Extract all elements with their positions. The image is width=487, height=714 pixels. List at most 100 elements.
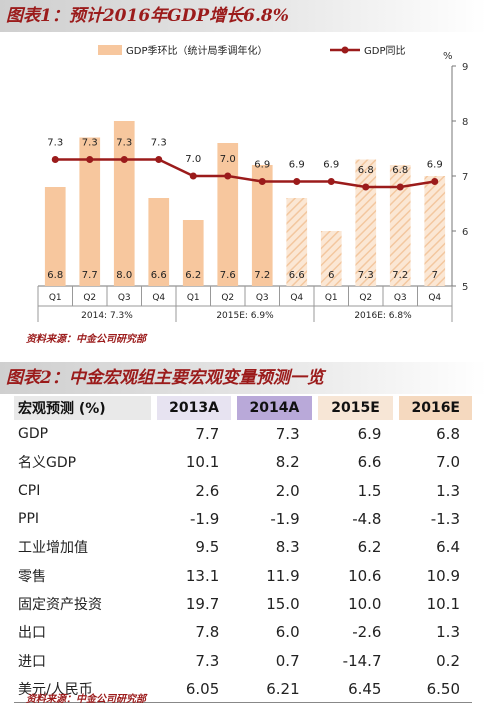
- table-row: 工业增加值 9.5 8.3 6.2 6.4: [14, 533, 472, 561]
- gdp-yoy-point: [155, 156, 163, 163]
- gdp-qoq-bar: [79, 137, 101, 286]
- row-value: 10.0: [348, 594, 382, 613]
- gdp-qoq-bar-label: 7.7: [82, 270, 98, 281]
- row-value: 6.9: [357, 425, 382, 444]
- legend-line-label: GDP同比: [364, 45, 405, 57]
- gdp-qoq-bar-label: 7.2: [254, 270, 270, 281]
- right-axis-tick-label: 5: [462, 282, 468, 293]
- x-category-label: Q3: [394, 293, 407, 303]
- table-header-row: 宏观预测 (%) 2013A 2014A 2015E 2016E: [14, 396, 472, 420]
- forecast-table: 宏观预测 (%) 2013A 2014A 2015E 2016E GDP 7.7 7…: [14, 396, 472, 704]
- gdp-yoy-point-label: 6.9: [254, 160, 270, 171]
- gdp-yoy-line: [55, 158, 435, 189]
- gdp-yoy-point-label: 6.9: [289, 160, 305, 171]
- row-value: 8.2: [275, 453, 300, 472]
- gdp-qoq-bar-label: 7.2: [392, 270, 408, 281]
- gdp-qoq-bar: [44, 187, 66, 286]
- x-category-label: Q4: [152, 293, 165, 303]
- gdp-yoy-point-label: 6.9: [427, 160, 443, 171]
- row-value: 7.8: [195, 623, 220, 642]
- x-category-label: Q1: [49, 293, 62, 303]
- gdp-qoq-bar-label: 6.6: [151, 270, 167, 281]
- row-value: 9.5: [195, 538, 220, 557]
- row-label: GDP: [18, 426, 49, 443]
- gdp-yoy-point-label: 6.8: [392, 165, 408, 176]
- table-row: 进口 7.3 0.7 -14.7 0.2: [14, 646, 472, 674]
- x-category-label: Q4: [428, 293, 441, 303]
- row-value: 6.21: [237, 674, 312, 704]
- row-value: 10.9: [426, 566, 460, 585]
- row-value: 1.3: [436, 623, 460, 642]
- x-category-label: Q1: [187, 293, 200, 303]
- table-row: 美元/人民币 6.05 6.21 6.45 6.50: [14, 674, 472, 704]
- bars-group: 6.8 7.7 8.0 6.6 6.2 7.6 7.2 6.6 6 7.3 7.2 7: [44, 121, 446, 286]
- row-value: 15.0: [266, 594, 300, 613]
- row-value: 0.2: [436, 651, 460, 670]
- x-category-label: Q2: [359, 293, 372, 303]
- table-row: 零售 13.1 11.9 10.6 10.9: [14, 561, 472, 589]
- gdp-yoy-point: [431, 178, 439, 185]
- row-value: 2.6: [195, 481, 220, 500]
- gdp-qoq-bar: [320, 231, 342, 286]
- gdp-chart: GDP季环比（统计局季调年化） GDP同比 % 6.8 7.7 8.0 6.6 6.2 7…: [37, 44, 468, 322]
- header-2015e: 2015E: [317, 396, 394, 420]
- gdp-yoy-point: [258, 178, 266, 185]
- gdp-qoq-bar-label: 6: [328, 270, 334, 281]
- gdp-yoy-point: [51, 156, 59, 163]
- gdp-yoy-point: [189, 172, 197, 180]
- gdp-yoy-point-label: 6.8: [358, 165, 374, 176]
- gdp-qoq-bar-label: 7: [432, 270, 438, 281]
- table-row: CPI 2.6 2.0 1.5 1.3: [14, 477, 472, 505]
- right-axis-tick-label: 6: [462, 227, 468, 238]
- x-category-label: Q3: [256, 293, 269, 303]
- gdp-qoq-bar-label: 7.3: [358, 270, 374, 281]
- x-group-label: 2016E: 6.8%: [354, 311, 412, 321]
- table-row: 名义GDP 10.1 8.2 6.6 7.0: [14, 448, 472, 476]
- row-value: 19.7: [185, 594, 220, 613]
- figure2-source: 资料来源：中金公司研究部: [26, 694, 146, 705]
- row-value: 6.0: [275, 623, 300, 642]
- row-value: 7.3: [275, 425, 300, 444]
- gdp-qoq-bar-label: 8.0: [116, 270, 132, 281]
- row-label: 出口: [18, 625, 46, 642]
- gdp-yoy-point: [396, 183, 404, 191]
- row-value: 8.3: [275, 538, 300, 557]
- x-category-label: Q1: [325, 293, 338, 303]
- right-axis-tick-label: 7: [462, 172, 468, 183]
- figure1-title: 图表1：预计2016年GDP增长6.8%: [0, 0, 487, 32]
- x-category-label: Q2: [83, 293, 96, 303]
- row-value: 10.1: [185, 453, 220, 472]
- right-axis-unit: %: [443, 51, 453, 62]
- row-label: 工业增加值: [18, 540, 88, 557]
- row-value: 6.50: [399, 674, 472, 704]
- x-category-label: Q2: [221, 293, 234, 303]
- row-value: 6.05: [156, 674, 232, 704]
- row-value: 7.7: [195, 425, 220, 444]
- row-value: 6.4: [436, 538, 460, 557]
- row-value: -1.3: [430, 510, 460, 529]
- axes-group: 5 6 7 8 9 Q1 Q2 Q3 Q4 Q1 Q2 Q3 Q4 Q1 Q2 Q3 Q4 2014: 7.3% 2…: [37, 62, 468, 322]
- gdp-qoq-bar: [251, 165, 273, 286]
- gdp-qoq-bar: [182, 220, 204, 286]
- gdp-qoq-bar: [217, 143, 239, 286]
- gdp-yoy-point-label: 6.9: [323, 160, 339, 171]
- gdp-yoy-point: [362, 183, 370, 191]
- table-row: 出口 7.8 6.0 -2.6 1.3: [14, 618, 472, 646]
- right-axis-tick-label: 9: [462, 62, 468, 73]
- row-value: 11.9: [266, 566, 300, 585]
- row-value: 6.45: [317, 674, 394, 704]
- gdp-yoy-point-label: 7.0: [185, 154, 201, 165]
- x-category-label: Q4: [290, 293, 303, 303]
- table-row: GDP 7.7 7.3 6.9 6.8: [14, 420, 472, 448]
- gdp-qoq-bar: [148, 198, 170, 286]
- figure2-title: 图表2：中金宏观组主要宏观变量预测一览: [0, 362, 487, 394]
- row-value: 0.7: [275, 651, 300, 670]
- row-value: -2.6: [352, 623, 382, 642]
- gdp-yoy-point: [327, 178, 335, 185]
- row-label: 进口: [18, 653, 46, 670]
- table-row: 固定资产投资 19.7 15.0 10.0 10.1: [14, 590, 472, 618]
- gdp-qoq-bar-label: 7.6: [220, 270, 236, 281]
- row-label: 美元/人民币: [14, 674, 151, 704]
- row-label: 固定资产投资: [18, 596, 102, 613]
- right-axis-tick-label: 8: [462, 117, 468, 128]
